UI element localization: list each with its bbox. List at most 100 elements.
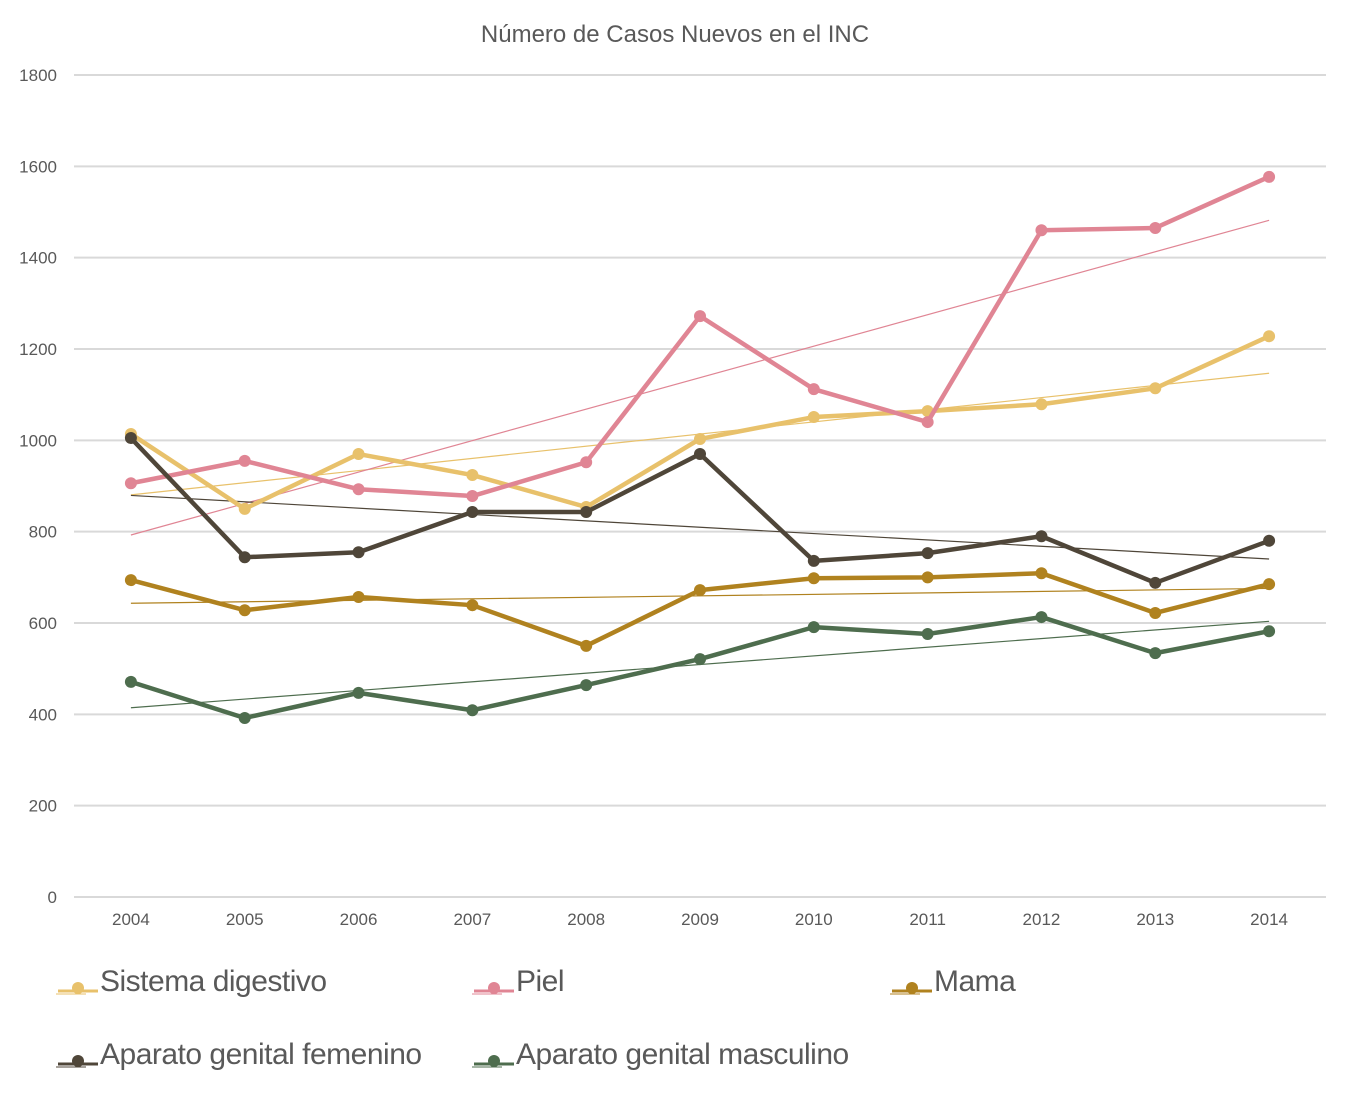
x-tick-label: 2012 [1023, 910, 1061, 929]
data-point[interactable] [807, 383, 820, 396]
x-tick-label: 2013 [1136, 910, 1174, 929]
data-point[interactable] [466, 469, 479, 482]
data-point[interactable] [921, 627, 934, 640]
data-point[interactable] [1263, 170, 1276, 183]
y-tick-label: 0 [48, 888, 57, 907]
data-point[interactable] [580, 639, 593, 652]
y-tick-label: 1600 [19, 157, 57, 176]
gridlines [74, 74, 1326, 898]
data-point[interactable] [1149, 221, 1162, 234]
legend-label: Piel [516, 965, 565, 998]
data-point[interactable] [807, 554, 820, 567]
legend-label: Mama [934, 965, 1016, 998]
legend-label: Aparato genital masculino [516, 1038, 849, 1071]
data-point[interactable] [1035, 224, 1048, 237]
data-point[interactable] [694, 310, 706, 323]
x-tick-label: 2007 [453, 910, 491, 929]
data-point[interactable] [1263, 330, 1276, 343]
data-point[interactable] [466, 704, 479, 717]
x-tick-label: 2014 [1250, 910, 1288, 929]
y-tick-label: 400 [29, 705, 57, 724]
data-point[interactable] [352, 448, 365, 461]
data-point[interactable] [807, 621, 820, 634]
data-point[interactable] [124, 477, 137, 490]
legend-item[interactable]: Aparato genital masculino [472, 1038, 849, 1072]
data-point[interactable] [1149, 576, 1162, 589]
chart-title: Número de Casos Nuevos en el INC [481, 21, 869, 48]
data-point[interactable] [694, 432, 706, 445]
data-point[interactable] [466, 506, 479, 519]
y-tick-label: 1200 [19, 340, 57, 359]
data-point[interactable] [694, 584, 706, 597]
series-3 [124, 432, 1276, 589]
data-point[interactable] [124, 574, 137, 587]
data-point[interactable] [124, 675, 137, 688]
data-point[interactable] [807, 572, 820, 585]
data-point[interactable] [1149, 647, 1162, 660]
series-4 [124, 611, 1276, 724]
legend-marker-icon [56, 972, 100, 995]
x-tick-label: 2005 [226, 910, 264, 929]
series-2 [124, 567, 1276, 652]
y-tick-label: 1400 [19, 249, 57, 268]
data-point[interactable] [466, 599, 479, 612]
data-point[interactable] [921, 416, 934, 429]
data-point[interactable] [580, 506, 593, 519]
data-point[interactable] [352, 590, 365, 603]
line-chart: Número de Casos Nuevos en el INC 0 200 400… [19, 21, 1326, 929]
data-point[interactable] [124, 432, 137, 445]
legend-item[interactable]: Sistema digestivo [56, 965, 327, 999]
data-point[interactable] [238, 711, 251, 724]
series-group [124, 170, 1276, 724]
data-point[interactable] [238, 502, 251, 515]
data-point[interactable] [238, 454, 251, 467]
legend-label: Aparato genital femenino [100, 1038, 422, 1071]
y-tick-label: 800 [29, 523, 57, 542]
y-tick-label: 1800 [19, 66, 57, 85]
series-0 [124, 330, 1276, 515]
x-tick-label: 2011 [909, 910, 946, 929]
data-point[interactable] [1263, 578, 1276, 591]
y-axis-ticks: 0 200 400 600 800 1000 1200 1400 1600 1800 [19, 66, 57, 907]
data-point[interactable] [1263, 534, 1276, 547]
legend-marker-icon [56, 1045, 100, 1068]
data-point[interactable] [352, 546, 365, 559]
data-point[interactable] [580, 679, 593, 692]
legend-label: Sistema digestivo [100, 965, 327, 998]
data-point[interactable] [1149, 382, 1162, 395]
data-point[interactable] [238, 604, 251, 617]
data-point[interactable] [921, 547, 934, 560]
data-point[interactable] [352, 483, 365, 496]
legend-item[interactable]: Mama [890, 965, 1016, 999]
data-point[interactable] [1035, 398, 1048, 411]
data-point[interactable] [807, 411, 820, 424]
data-point[interactable] [1035, 567, 1048, 580]
data-point[interactable] [694, 448, 706, 461]
x-tick-label: 2006 [340, 910, 378, 929]
y-tick-label: 200 [29, 797, 57, 816]
legend-item[interactable]: Piel [472, 965, 565, 999]
x-tick-label: 2010 [795, 910, 833, 929]
data-point[interactable] [1035, 611, 1048, 624]
data-point[interactable] [1035, 530, 1048, 543]
legend-item[interactable]: Aparato genital femenino [56, 1038, 422, 1072]
series-line [129, 334, 1271, 512]
data-point[interactable] [466, 490, 479, 503]
data-point[interactable] [1149, 606, 1162, 619]
y-tick-label: 1000 [19, 431, 57, 450]
series-line [130, 614, 1270, 721]
legend: Sistema digestivo Piel Mama Aparato genital… [0, 955, 1349, 1095]
data-point[interactable] [238, 551, 251, 564]
data-point[interactable] [694, 653, 706, 666]
data-point[interactable] [921, 571, 934, 584]
data-point[interactable] [580, 456, 593, 469]
x-axis-ticks: 2004 2005 2006 2007 2008 2009 2010 2011 2012 2013… [112, 910, 1288, 929]
x-tick-label: 2009 [681, 910, 719, 929]
legend-marker-icon [890, 972, 934, 995]
x-tick-label: 2004 [112, 910, 150, 929]
x-tick-label: 2008 [567, 910, 605, 929]
data-point[interactable] [352, 686, 365, 699]
data-point[interactable] [1263, 625, 1276, 638]
legend-marker-icon [472, 972, 516, 995]
legend-marker-icon [472, 1045, 516, 1068]
